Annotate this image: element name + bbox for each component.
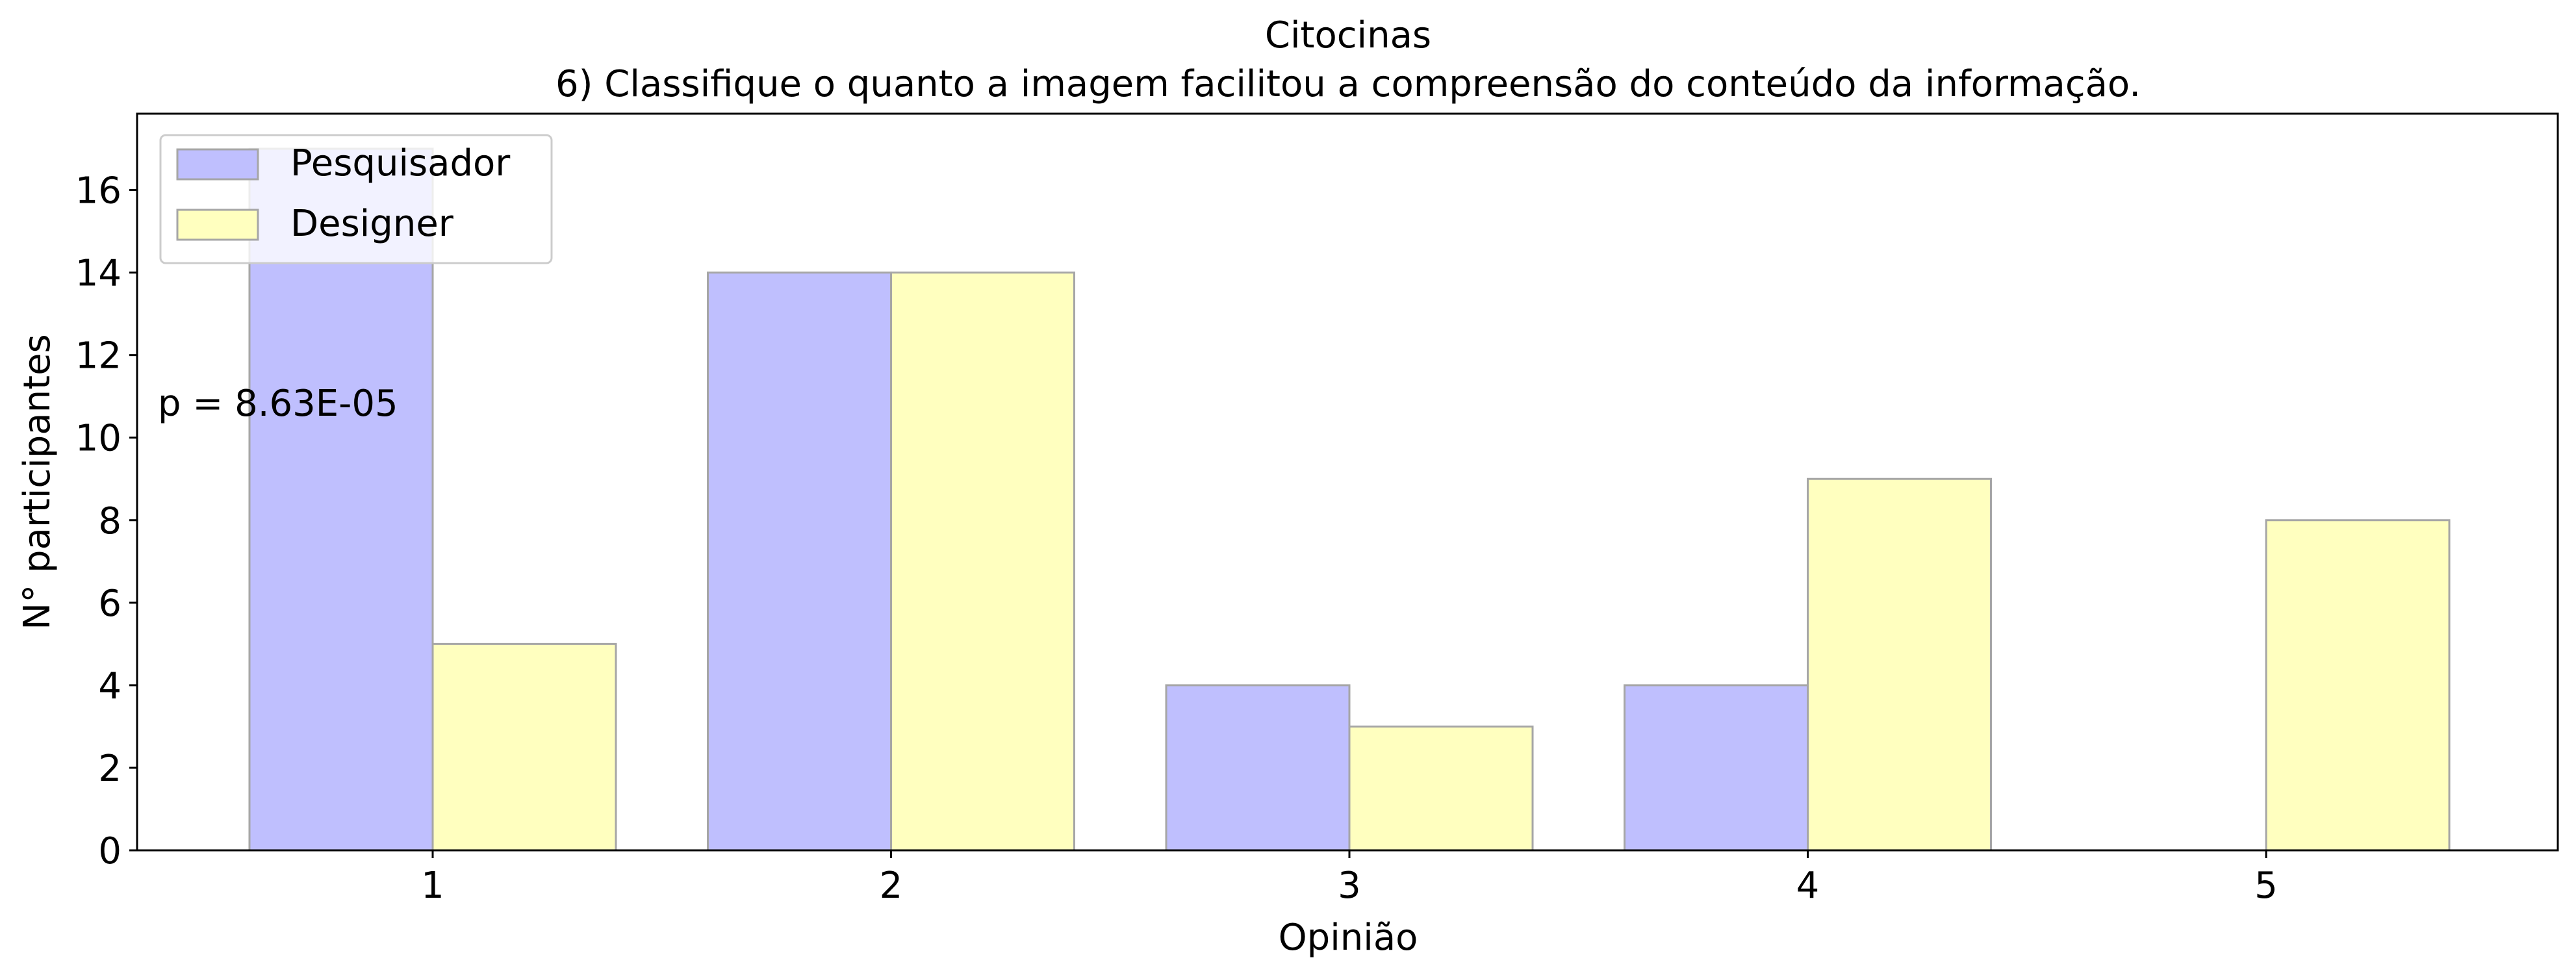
bars (248, 147, 2451, 852)
bar-designer-3 (1348, 725, 1534, 852)
y-tick-label: 6 (98, 583, 121, 625)
legend-label-designer: Designer (290, 203, 454, 245)
y-tick-label: 4 (98, 665, 121, 707)
bar-designer-2 (890, 272, 1075, 852)
bar-pesquisador-2 (707, 272, 892, 852)
bar-pesquisador-3 (1165, 684, 1351, 852)
plot-frame (136, 112, 2559, 852)
legend: Pesquisador Designer (159, 134, 553, 264)
chart-subtitle: 6) Classifique o quanto a imagem facilit… (555, 63, 2141, 105)
legend-label-pesquisador: Pesquisador (290, 142, 511, 184)
y-tick-label: 14 (75, 253, 121, 295)
y-tick-label: 10 (75, 418, 121, 460)
bar-designer-5 (2265, 519, 2451, 852)
y-tick-label: 16 (75, 170, 121, 212)
y-axis: 0 2 4 6 8 10 12 14 16 (75, 170, 137, 872)
y-tick-label: 2 (98, 748, 121, 790)
x-axis-label: Opinião (1279, 917, 1418, 959)
p-value-annotation: p = 8.63E-05 (158, 383, 398, 425)
bar-pesquisador-1 (248, 147, 434, 852)
x-tick-label: 5 (2254, 865, 2278, 907)
x-axis: 1 2 3 4 5 (421, 850, 2278, 907)
x-tick-label: 4 (1796, 865, 1820, 907)
x-tick-label: 3 (1338, 865, 1361, 907)
legend-swatch-designer (176, 209, 259, 241)
x-tick-label: 1 (421, 865, 444, 907)
y-tick-label: 0 (98, 830, 121, 872)
bar-designer-1 (431, 642, 617, 852)
bar-pesquisador-4 (1624, 684, 1809, 852)
legend-swatch-pesquisador (176, 148, 259, 181)
y-tick-label: 8 (98, 500, 121, 542)
bar-designer-4 (1807, 477, 1992, 852)
y-axis-label: N° participantes (16, 334, 58, 629)
y-tick-label: 12 (75, 335, 121, 377)
x-tick-label: 2 (880, 865, 903, 907)
chart-title: Citocinas (1265, 14, 1431, 57)
